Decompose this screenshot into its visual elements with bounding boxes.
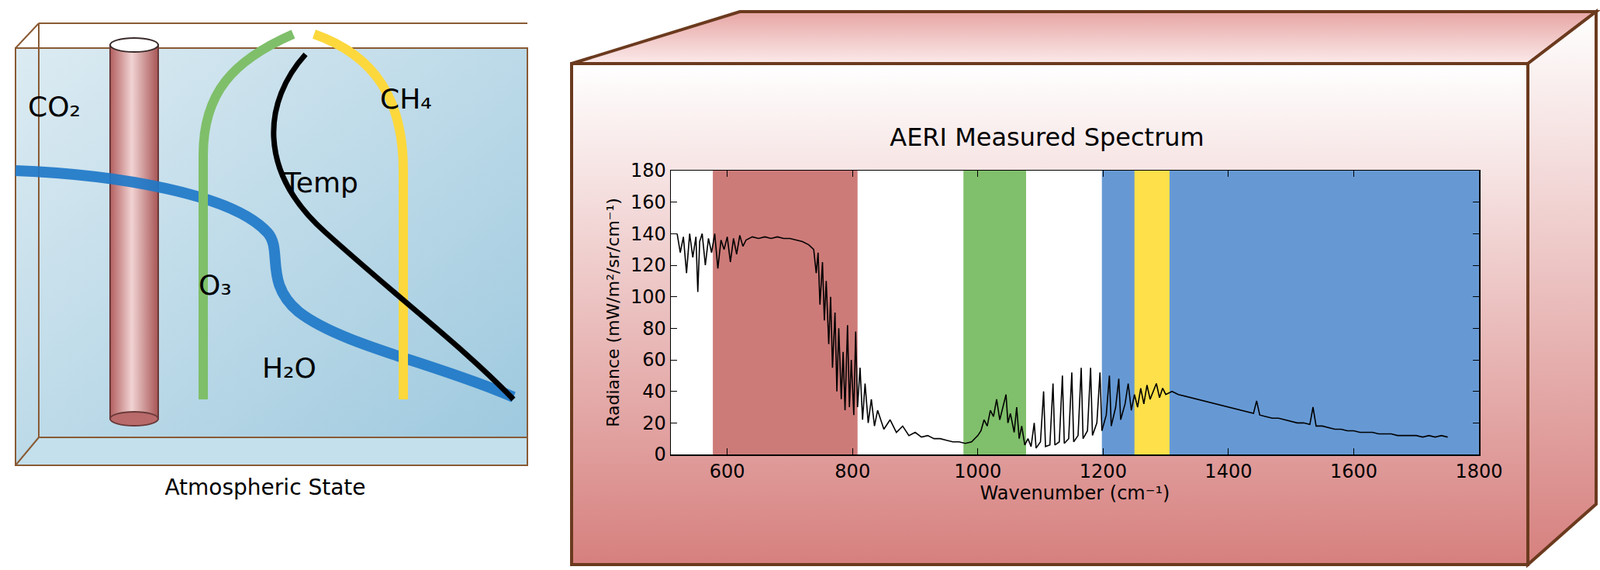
svg-text:O₃: O₃ (198, 269, 232, 301)
svg-text:1000: 1000 (953, 460, 1002, 483)
svg-text:CH₄: CH₄ (380, 82, 432, 115)
svg-text:1400: 1400 (1204, 460, 1252, 483)
svg-text:1200: 1200 (1079, 460, 1127, 483)
svg-text:140: 140 (630, 223, 667, 246)
svg-text:80: 80 (642, 317, 667, 340)
svg-text:40: 40 (642, 380, 667, 403)
svg-text:20: 20 (642, 412, 667, 435)
svg-text:60: 60 (642, 349, 667, 371)
svg-text:AERI Measured Spectrum: AERI Measured Spectrum (889, 122, 1205, 153)
svg-text:180: 180 (630, 159, 667, 182)
svg-text:160: 160 (630, 191, 667, 214)
svg-text:100: 100 (630, 286, 667, 308)
svg-text:0: 0 (653, 443, 666, 466)
svg-text:CO₂: CO₂ (27, 90, 81, 123)
svg-text:120: 120 (630, 254, 667, 277)
svg-text:H₂O: H₂O (262, 352, 317, 384)
svg-text:Temp: Temp (283, 166, 359, 199)
svg-text:Atmospheric State: Atmospheric State (164, 474, 366, 501)
svg-text:1800: 1800 (1454, 460, 1503, 483)
svg-text:600: 600 (709, 460, 746, 483)
svg-text:1600: 1600 (1330, 460, 1378, 483)
svg-text:800: 800 (834, 460, 871, 483)
svg-text:Radiance (mW/m²/sr/cm⁻¹): Radiance (mW/m²/sr/cm⁻¹) (603, 197, 623, 428)
svg-text:Wavenumber (cm⁻¹): Wavenumber (cm⁻¹) (980, 482, 1171, 505)
